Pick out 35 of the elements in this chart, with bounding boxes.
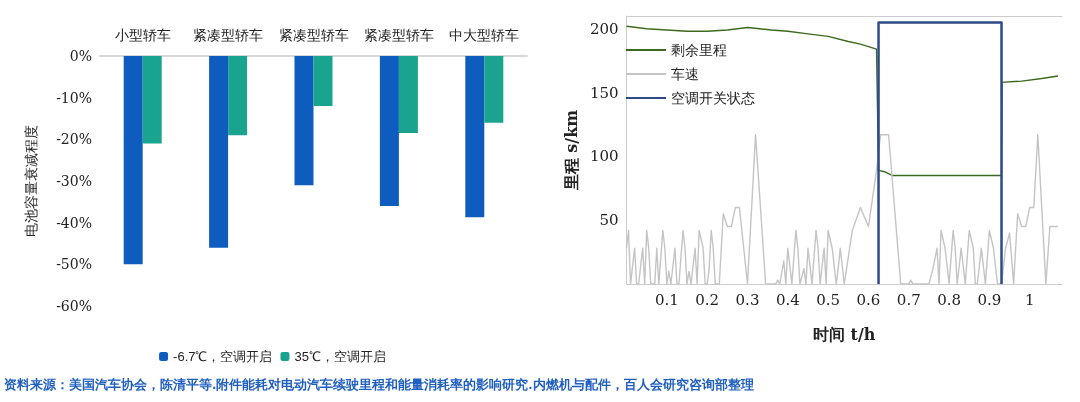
legend-label: -6.7℃，空调开启 <box>173 349 273 364</box>
x-tick-label: 紧凑型轿车 <box>363 27 434 43</box>
x-tick-label: 0.7 <box>896 290 921 309</box>
y-axis-title: 里程 s/km <box>561 109 581 192</box>
x-tick-label: 小型轿车 <box>114 27 171 43</box>
y-tick-label: -60% <box>56 298 92 314</box>
y-tick-label: -30% <box>56 173 92 189</box>
legend-label: 剩余里程 <box>671 42 727 58</box>
x-tick-label: 中大型轿车 <box>449 27 520 43</box>
x-tick-label: 0.6 <box>856 290 881 309</box>
y-tick-label: -50% <box>56 256 92 273</box>
x-tick-label: 紧凑型轿车 <box>193 27 264 43</box>
y-tick-label: 100 <box>589 147 619 166</box>
legend-label: 车速 <box>671 66 699 82</box>
x-tick-label: 0.1 <box>654 290 679 309</box>
x-tick-label: 0.9 <box>977 290 1002 309</box>
x-tick-label: 紧凑型轿车 <box>278 27 349 43</box>
x-tick-label: 0.4 <box>775 290 800 309</box>
x-tick-label: 0.3 <box>735 290 760 309</box>
x-tick-label: 0.5 <box>816 290 841 309</box>
text: 资料来源：美国汽车协会，陈清平等.附件能耗对电动汽车续驶里程和能量消耗率的影响研究.内燃机与配件，百人会研究咨询部整理 <box>4 377 754 394</box>
legend-label: 35℃，空调开启 <box>294 349 386 364</box>
y-axis-title: 电池容量衰减程度 <box>23 125 39 237</box>
x-tick-label: 1 <box>1024 290 1035 309</box>
y-tick-label: 200 <box>589 19 619 38</box>
y-tick-label: 0% <box>69 48 92 64</box>
x-tick-label: 0.8 <box>937 290 962 309</box>
y-tick-label: -10% <box>56 89 92 106</box>
legend-label: 空调开关状态 <box>671 90 755 106</box>
x-axis-title: 时间 t/h <box>813 324 876 344</box>
x-tick-label: 0.2 <box>695 290 720 309</box>
y-tick-label: 150 <box>589 83 619 102</box>
y-tick-label: 50 <box>599 211 619 230</box>
y-tick-label: -20% <box>56 131 92 148</box>
y-tick-label: -40% <box>56 214 92 231</box>
